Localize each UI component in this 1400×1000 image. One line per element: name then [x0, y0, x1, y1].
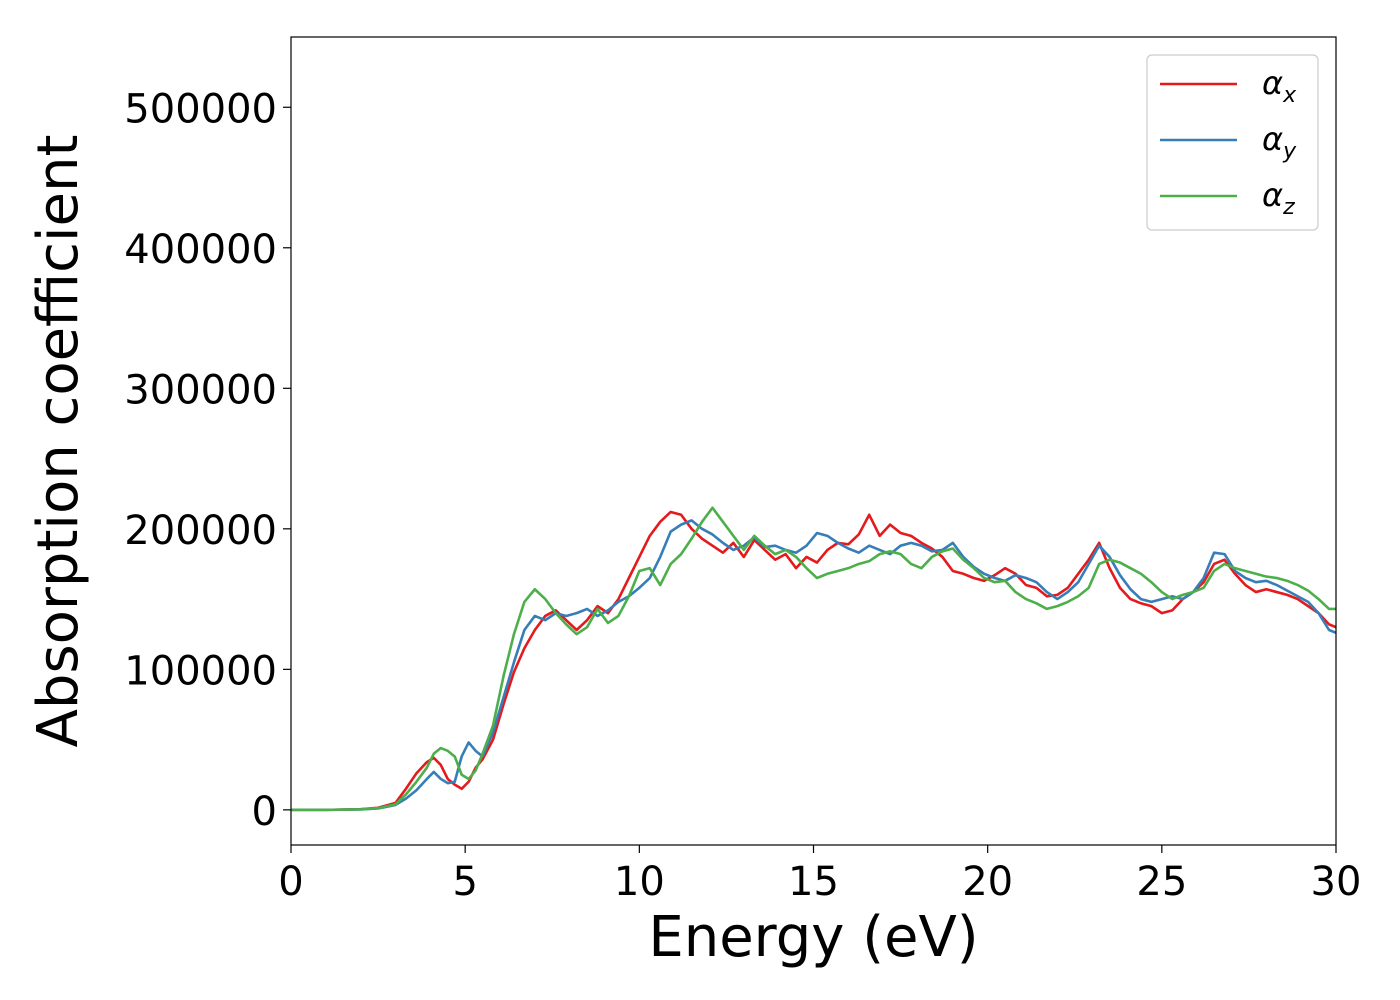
legend: αx αy αz — [1146, 54, 1319, 231]
y-tick-label: 0 — [252, 789, 277, 835]
legend-label-x: αx — [1262, 64, 1297, 108]
x-tick-label: 25 — [1136, 859, 1187, 905]
y-tick-label: 500000 — [124, 86, 277, 132]
y-tick-label: 100000 — [124, 648, 277, 694]
legend-label-y: αy — [1262, 120, 1297, 164]
y-axis-title: Absorption coefficient — [26, 135, 91, 748]
x-axis-title: Energy (eV) — [648, 905, 978, 970]
y-tick-label: 400000 — [124, 227, 277, 273]
x-tick-label: 15 — [788, 859, 839, 905]
y-tick-label: 200000 — [124, 508, 277, 554]
y-axis: 0 100000 200000 300000 400000 500000 — [124, 86, 291, 835]
x-tick-label: 5 — [452, 859, 477, 905]
series-line-y — [291, 519, 1336, 812]
x-axis: 0 5 10 15 20 25 30 — [278, 845, 1361, 905]
series-line-x — [291, 510, 1336, 812]
legend-label-z: αz — [1262, 176, 1295, 220]
x-tick-label: 20 — [962, 859, 1013, 905]
series-line-z — [291, 506, 1336, 812]
legend-box — [1146, 54, 1319, 231]
series-layer — [291, 506, 1336, 812]
x-tick-label: 30 — [1311, 859, 1362, 905]
x-tick-label: 0 — [278, 859, 303, 905]
y-tick-label: 300000 — [124, 367, 277, 413]
x-tick-label: 10 — [614, 859, 665, 905]
